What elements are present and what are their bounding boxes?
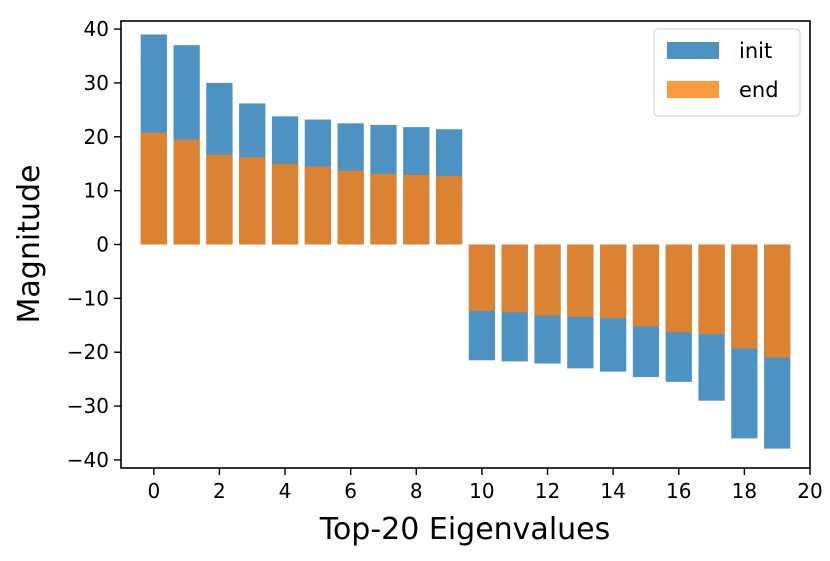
x-axis-title: Top-20 Eigenvalues — [319, 512, 611, 547]
legend-swatch-end — [667, 81, 719, 98]
legend: init end — [653, 28, 801, 117]
y-tick-label--10: −10 — [67, 286, 109, 310]
x-tick-label-2: 2 — [213, 479, 226, 503]
bar-end-5 — [304, 166, 331, 245]
x-axis: 0 2 4 6 8 10 12 14 16 18 20 — [147, 468, 823, 503]
bar-end-15 — [632, 244, 660, 327]
bar-end-6 — [337, 170, 364, 245]
bar-end-14 — [600, 244, 627, 319]
bar-end-4 — [271, 163, 299, 245]
x-tick-label-18: 18 — [732, 479, 757, 503]
x-tick-label-8: 8 — [410, 479, 423, 503]
x-tick-label-0: 0 — [147, 479, 160, 503]
bar-end-17 — [698, 244, 725, 335]
x-tick-label-20: 20 — [797, 479, 822, 503]
y-tick-label-10: 10 — [84, 179, 109, 203]
x-tick-label-12: 12 — [535, 479, 560, 503]
bar-end-0 — [140, 132, 167, 245]
y-axis-title: Magnitude — [12, 165, 47, 324]
bar-end-16 — [665, 244, 692, 333]
bar-end-13 — [567, 244, 594, 317]
bar-end-7 — [370, 173, 397, 245]
y-tick-label-40: 40 — [84, 17, 109, 41]
y-tick-label-0: 0 — [96, 233, 109, 257]
x-tick-label-4: 4 — [279, 479, 292, 503]
bar-end-11 — [501, 244, 528, 313]
bar-end-9 — [435, 176, 463, 245]
x-tick-label-6: 6 — [344, 479, 357, 503]
bar-end-10 — [468, 244, 496, 311]
y-axis: 40 30 20 10 0 −10 −20 −30 −40 — [67, 17, 121, 472]
y-tick-label-30: 30 — [84, 71, 109, 95]
y-tick-label--20: −20 — [67, 340, 109, 364]
legend-label-end: end — [739, 78, 779, 102]
bar-end-18 — [731, 244, 758, 349]
y-tick-label--30: −30 — [67, 394, 109, 418]
end-bars-group — [140, 132, 791, 358]
bar-end-8 — [403, 175, 430, 245]
x-tick-label-10: 10 — [469, 479, 494, 503]
bar-end-2 — [206, 154, 233, 245]
y-tick-label-20: 20 — [84, 125, 109, 149]
legend-label-init: init — [739, 39, 772, 63]
bar-end-12 — [534, 244, 561, 316]
x-tick-label-14: 14 — [600, 479, 625, 503]
y-tick-label--40: −40 — [67, 448, 109, 472]
x-tick-label-16: 16 — [666, 479, 691, 503]
legend-swatch-init — [667, 42, 719, 59]
bar-end-3 — [239, 157, 266, 245]
bar-end-1 — [173, 139, 200, 245]
bar-end-19 — [764, 244, 791, 358]
